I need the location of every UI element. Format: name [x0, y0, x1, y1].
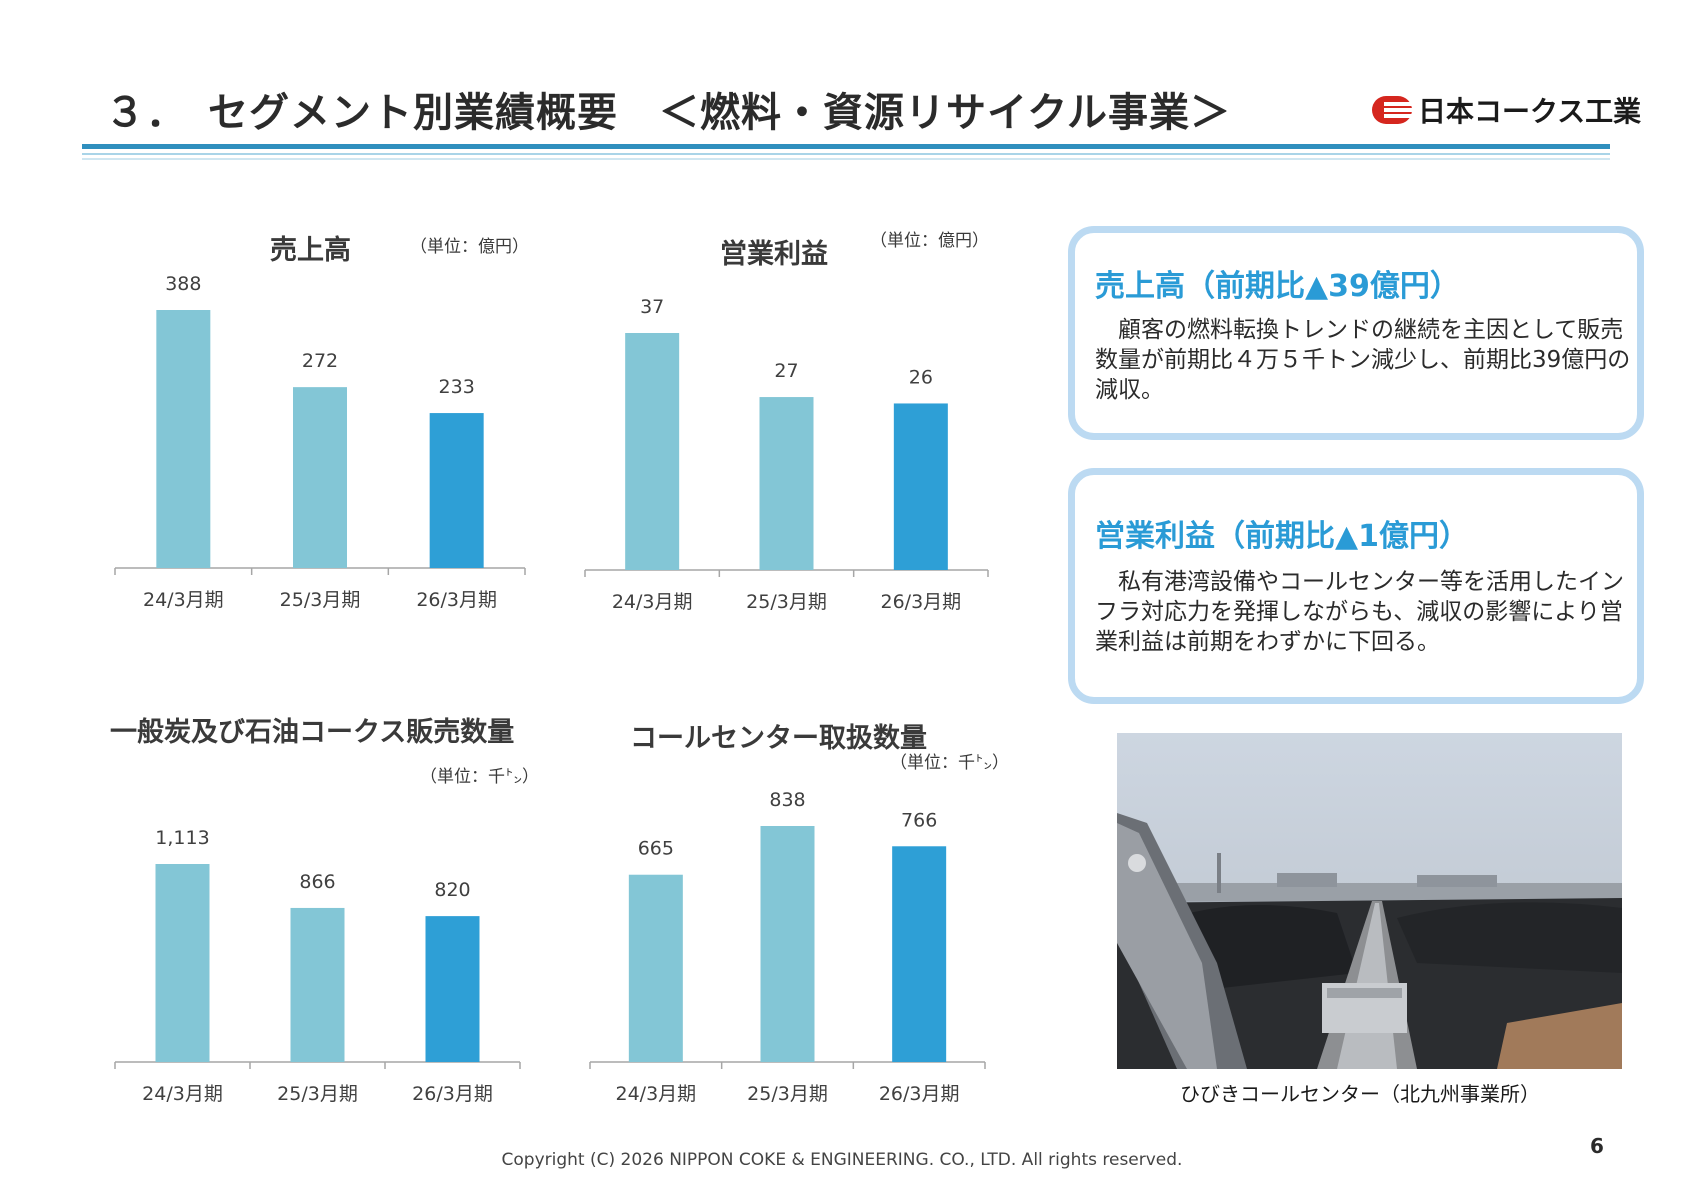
profit-comment-box: 営業利益（前期比▲1億円） 私有港湾設備やコールセンター等を活用したインフラ対応… [1068, 468, 1644, 704]
photo-illustration [1117, 733, 1622, 1069]
bar-3 [892, 846, 947, 1062]
sales-bars: 388 24/3月期 272 25/3月期 233 26/3月期 [114, 273, 526, 611]
data-label: 388 [165, 273, 201, 295]
logo-text: 日本コークス工業 [1418, 95, 1642, 128]
coal-center-photo [1117, 733, 1622, 1069]
sales-chart: 売上高 （単位：億円） 388 24/3月期 272 25/3月期 233 26/3月期 [110, 220, 530, 630]
chart-title: コールセンター取扱数量 [630, 723, 927, 754]
bar-1 [155, 864, 210, 1062]
page-title: ３． セグメント別業績概要 ＜燃料・資源リサイクル事業＞ [105, 90, 1231, 136]
chart-title: 一般炭及び石油コークス販売数量 [110, 717, 515, 748]
bar-3 [429, 413, 484, 568]
chart-title: 営業利益 [720, 239, 828, 270]
operating-profit-chart: 営業利益 （単位：億円） 37 24/3月期 27 25/3月期 26 26/3月期 [580, 220, 1000, 630]
profit-comment-heading: 営業利益（前期比▲1億円） [1095, 519, 1469, 554]
bar-2 [293, 387, 347, 568]
bar-3 [425, 916, 480, 1062]
data-label: 37 [640, 296, 664, 318]
category-label: 26/3月期 [880, 591, 961, 613]
copyright: Copyright (C) 2026 NIPPON COKE & ENGINEE… [501, 1150, 1183, 1170]
chart-title: 売上高 [270, 235, 351, 266]
bar-1 [625, 333, 680, 570]
bar-2 [760, 826, 815, 1062]
category-label: 26/3月期 [412, 1083, 493, 1105]
data-label: 1,113 [155, 827, 209, 849]
category-label: 26/3月期 [879, 1083, 960, 1105]
data-label: 665 [638, 838, 674, 860]
coal-center-volume-chart: コールセンター取扱数量 （単位：千㌧） 665 24/3月期 838 25/3月期 76… [589, 710, 1010, 1130]
bar-3 [893, 403, 948, 570]
bar-2 [290, 907, 345, 1062]
chart-unit: （単位：億円） [410, 237, 529, 257]
category-label: 25/3月期 [280, 589, 361, 611]
header-rule [82, 144, 1610, 149]
bar-1 [628, 874, 683, 1062]
sales-comment-text: 顧客の燃料転換トレンドの継続を主因として販売数量が前期比４万５千トン減少し、前期… [1095, 317, 1631, 403]
profit-comment-text: 私有港湾設備やコールセンター等を活用したインフラ対応力を発揮しながらも、減収の影… [1095, 569, 1624, 655]
chart-unit: （単位：千㌧） [890, 753, 1009, 773]
category-label: 24/3月期 [612, 591, 693, 613]
sales-comment-box: 売上高（前期比▲39億円） 顧客の燃料転換トレンドの継続を主因として販売数量が前… [1068, 226, 1644, 440]
operating-profit-bars: 37 24/3月期 27 25/3月期 26 26/3月期 [584, 296, 989, 613]
category-label: 24/3月期 [615, 1083, 696, 1105]
chart-unit: （単位：千㌧） [420, 767, 539, 787]
data-label: 866 [299, 871, 335, 893]
data-label: 838 [769, 789, 805, 811]
data-label: 27 [774, 360, 798, 382]
header-rule-thin [82, 158, 1610, 160]
bar-2 [759, 397, 814, 570]
header-rule-thin [82, 153, 1610, 155]
category-label: 25/3月期 [277, 1083, 358, 1105]
logo-mark-icon [1372, 96, 1412, 124]
coal-coke-volume-bars: 1,113 24/3月期 866 25/3月期 820 26/3月期 [114, 827, 521, 1105]
category-label: 24/3月期 [142, 1083, 223, 1105]
page-number: 6 [1590, 1134, 1604, 1158]
category-label: 25/3月期 [747, 1083, 828, 1105]
category-label: 25/3月期 [746, 591, 827, 613]
chart-unit: （単位：億円） [870, 231, 989, 251]
data-label: 766 [901, 809, 937, 831]
bar-1 [156, 310, 211, 568]
data-label: 26 [909, 366, 933, 388]
photo-caption: ひびきコールセンター（北九州事業所） [1180, 1082, 1540, 1106]
category-label: 24/3月期 [143, 589, 224, 611]
sales-comment-heading: 売上高（前期比▲39億円） [1095, 269, 1460, 304]
category-label: 26/3月期 [416, 589, 497, 611]
data-label: 233 [439, 376, 475, 398]
coal-coke-volume-chart: 一般炭及び石油コークス販売数量 （単位：千㌧） 1,113 24/3月期 866 25… [110, 710, 540, 1130]
data-label: 272 [302, 350, 338, 372]
coal-center-volume-bars: 665 24/3月期 838 25/3月期 766 26/3月期 [589, 789, 986, 1105]
data-label: 820 [434, 879, 470, 901]
company-logo: 日本コークス工業 [1372, 90, 1641, 130]
